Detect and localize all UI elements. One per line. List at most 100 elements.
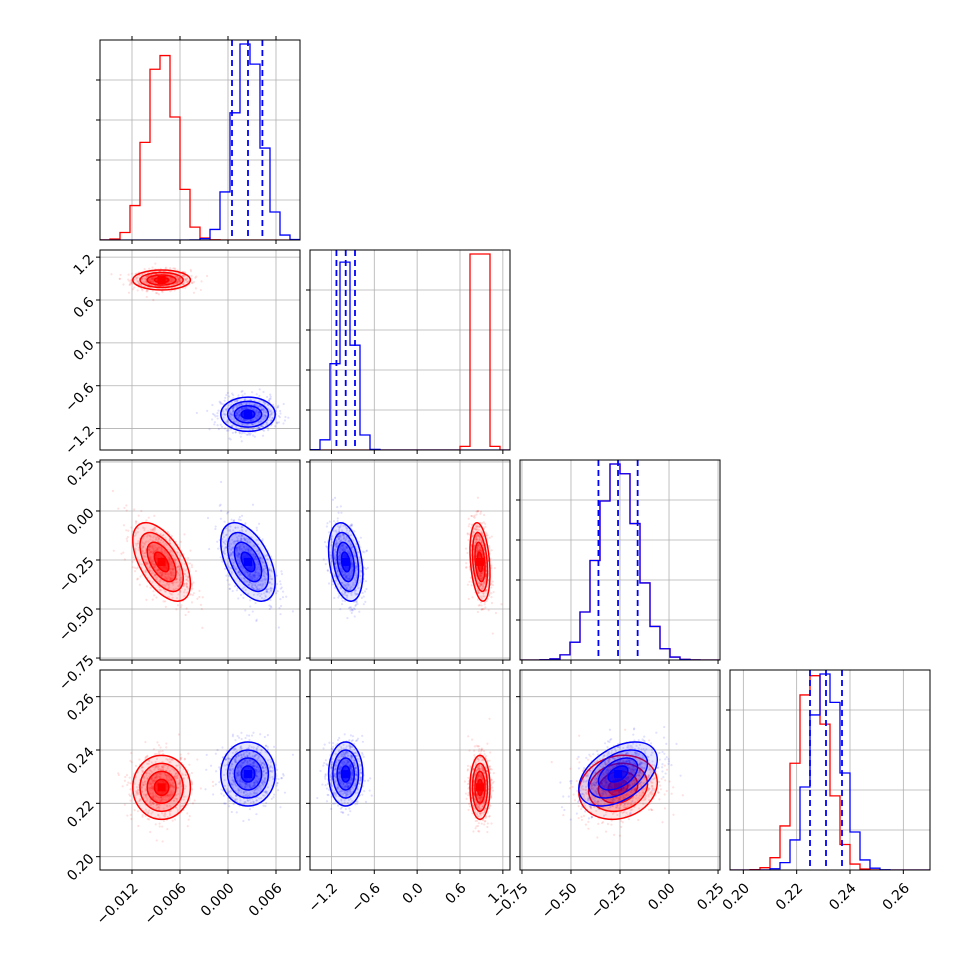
scatter-point: [224, 539, 227, 542]
scatter-point: [480, 549, 483, 552]
scatter-point: [176, 799, 179, 803]
scatter-point: [179, 280, 183, 283]
scatter-point: [365, 550, 368, 553]
scatter-point: [263, 417, 266, 420]
scatter-point: [337, 582, 340, 586]
scatter-point: [155, 839, 158, 842]
scatter-point: [190, 563, 194, 567]
scatter-point: [475, 538, 479, 541]
scatter-point: [170, 534, 173, 537]
scatter-point: [150, 795, 154, 798]
scatter-point: [151, 545, 154, 548]
scatter-point: [155, 757, 159, 761]
scatter-point: [254, 416, 257, 420]
scatter-point: [270, 589, 273, 592]
scatter-point: [176, 280, 179, 283]
scatter-point: [146, 535, 149, 538]
scatter-point: [256, 414, 259, 417]
scatter-point: [343, 547, 346, 550]
scatter-point: [257, 575, 260, 578]
scatter-point: [335, 531, 338, 534]
scatter-point: [237, 556, 240, 559]
scatter-point: [248, 580, 252, 584]
scatter-point: [175, 794, 178, 797]
scatter-point: [250, 422, 253, 426]
scatter-point: [336, 517, 339, 520]
scatter-point: [351, 545, 354, 549]
scatter-point: [481, 575, 484, 579]
scatter-point: [239, 545, 242, 548]
scatter-point: [141, 769, 144, 772]
scatter-point: [268, 577, 271, 580]
panel-frame: [99, 39, 301, 241]
scatter-point: [349, 588, 352, 591]
scatter-point: [245, 406, 248, 409]
scatter-point: [169, 578, 172, 581]
scatter-point: [238, 571, 241, 574]
scatter-point: [482, 608, 485, 611]
scatter-point: [171, 785, 174, 788]
scatter-point: [168, 776, 171, 779]
scatter-point: [154, 526, 157, 529]
scatter-point: [480, 531, 483, 534]
scatter-point: [231, 562, 234, 565]
scatter-point: [350, 544, 353, 547]
scatter-point: [166, 758, 169, 762]
scatter-point: [262, 400, 265, 403]
scatter-point: [227, 529, 230, 532]
scatter-point: [259, 404, 262, 407]
scatter-point: [172, 786, 176, 789]
scatter-point: [144, 789, 147, 792]
scatter-point: [144, 277, 147, 281]
panel-background: [100, 40, 300, 240]
scatter-point: [354, 604, 357, 607]
scatter-point: [264, 581, 267, 584]
scatter-point: [258, 583, 261, 586]
scatter-point: [145, 585, 149, 588]
scatter-point: [251, 586, 254, 590]
scatter-point: [249, 576, 252, 579]
scatter-point: [241, 543, 244, 546]
scatter-point: [257, 413, 261, 416]
scatter-point: [176, 275, 179, 278]
scatter-point: [185, 582, 188, 585]
scatter-point: [263, 414, 267, 417]
scatter-point: [177, 786, 180, 789]
scatter-point: [161, 825, 164, 828]
scatter-point: [147, 548, 150, 552]
scatter-point: [223, 413, 226, 416]
scatter-point: [276, 405, 280, 409]
scatter-point: [480, 597, 483, 600]
scatter-point: [178, 278, 181, 281]
scatter-point: [262, 418, 265, 421]
scatter-point: [480, 577, 483, 580]
scatter-point: [156, 546, 159, 550]
scatter-point: [476, 544, 480, 547]
scatter-point: [167, 556, 170, 559]
scatter-point: [159, 773, 162, 776]
scatter-point: [265, 558, 268, 561]
scatter-point: [466, 533, 469, 536]
scatter-point: [479, 548, 482, 551]
scatter-point: [349, 591, 352, 595]
scatter-point: [270, 577, 273, 580]
scatter-point: [130, 761, 133, 764]
scatter-point: [143, 554, 146, 558]
scatter-point: [149, 569, 152, 572]
scatter-point: [237, 411, 241, 414]
scatter-point: [248, 551, 251, 554]
scatter-point: [251, 574, 254, 577]
scatter-point: [342, 543, 345, 546]
scatter-point: [186, 591, 189, 594]
scatter-point: [182, 795, 185, 799]
scatter-point: [143, 527, 146, 530]
scatter-point: [154, 775, 157, 778]
scatter-point: [230, 415, 233, 419]
scatter-point: [157, 767, 160, 770]
scatter-point: [337, 537, 341, 540]
scatter-point: [258, 426, 261, 430]
scatter-point: [347, 584, 350, 588]
scatter-point: [159, 532, 162, 536]
scatter-point: [262, 571, 265, 574]
scatter-point: [469, 576, 473, 579]
